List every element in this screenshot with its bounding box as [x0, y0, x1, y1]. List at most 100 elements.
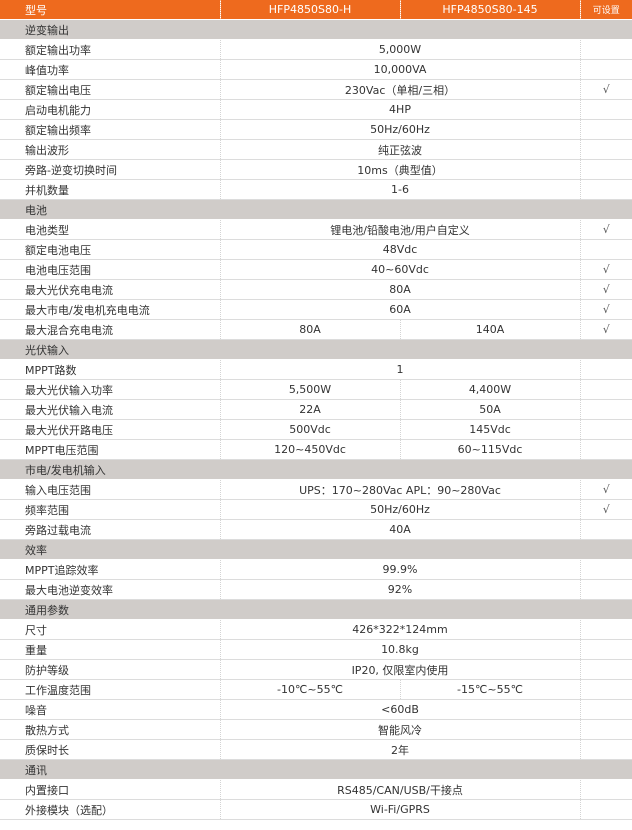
settable-cell: [579, 679, 632, 700]
settable-cell: [579, 179, 632, 200]
section-row: 逆变输出: [0, 19, 632, 40]
settable-cell: [579, 379, 632, 400]
row-label: 最大市电/发电机充电电流: [0, 299, 220, 320]
table-row: 最大光伏开路电压 500Vdc 145Vdc: [0, 419, 632, 440]
table-row: 输出波形 纯正弦波: [0, 139, 632, 160]
row-value: 40~60Vdc: [219, 259, 580, 280]
row-value: 5,000W: [219, 39, 580, 60]
row-value: RS485/CAN/USB/干接点: [219, 779, 580, 800]
table-row: 频率范围 50Hz/60Hz √: [0, 499, 632, 520]
row-value: IP20, 仅限室内使用: [219, 659, 580, 680]
row-label: 旁路过载电流: [0, 519, 220, 540]
row-label: 电池电压范围: [0, 259, 220, 280]
table-row: 尺寸 426*322*124mm: [0, 619, 632, 640]
row-label: 额定电池电压: [0, 239, 220, 260]
row-value: 50Hz/60Hz: [219, 119, 580, 140]
table-row: 最大混合充电电流 80A 140A √: [0, 319, 632, 340]
settable-cell: [579, 159, 632, 180]
table-row: 防护等级 IP20, 仅限室内使用: [0, 659, 632, 680]
table-row: 质保时长 2年: [0, 739, 632, 760]
table-row: 重量 10.8kg: [0, 639, 632, 660]
row-label: MPPT路数: [0, 359, 220, 380]
row-value: UPS：170~280Vac APL：90~280Vac: [219, 479, 580, 500]
settable-check-icon: √: [579, 499, 632, 520]
row-value: 426*322*124mm: [219, 619, 580, 640]
row-value: 1-6: [219, 179, 580, 200]
settable-cell: [579, 659, 632, 680]
row-value: 纯正弦波: [219, 139, 580, 160]
section-row: 效率: [0, 539, 632, 560]
settable-cell: [579, 579, 632, 600]
row-label: 最大电池逆变效率: [0, 579, 220, 600]
row-label: 旁路-逆变切换时间: [0, 159, 220, 180]
row-label: 额定输出电压: [0, 79, 220, 100]
row-value-model-2: 4,400W: [399, 379, 580, 400]
table-row: 外接模块（选配） Wi-Fi/GPRS: [0, 799, 632, 820]
row-value: 230Vac（单相/三相）: [219, 79, 580, 100]
section-title: 通讯: [0, 759, 632, 780]
row-value: 60A: [219, 299, 580, 320]
row-value-model-1: 22A: [219, 399, 400, 420]
section-row: 市电/发电机输入: [0, 459, 632, 480]
section-title: 市电/发电机输入: [0, 459, 632, 480]
row-value-model-1: 5,500W: [219, 379, 400, 400]
table-header: 型号 HFP4850S80-H HFP4850S80-145 可设置: [0, 0, 632, 20]
row-label: 最大光伏开路电压: [0, 419, 220, 440]
row-value: 50Hz/60Hz: [219, 499, 580, 520]
row-value: 锂电池/铅酸电池/用户自定义: [219, 219, 580, 240]
table-row: 启动电机能力 4HP: [0, 99, 632, 120]
settable-check-icon: √: [579, 79, 632, 100]
row-value-model-2: -15℃~55℃: [399, 679, 580, 700]
row-value: 80A: [219, 279, 580, 300]
row-label: 散热方式: [0, 719, 220, 740]
table-row: 最大市电/发电机充电电流 60A √: [0, 299, 632, 320]
settable-cell: [579, 739, 632, 760]
table-row: MPPT路数 1: [0, 359, 632, 380]
row-label: 额定输出频率: [0, 119, 220, 140]
settable-check-icon: √: [579, 259, 632, 280]
row-value: <60dB: [219, 699, 580, 720]
settable-cell: [579, 799, 632, 820]
table-row: 额定电池电压 48Vdc: [0, 239, 632, 260]
settable-cell: [579, 619, 632, 640]
settable-cell: [579, 519, 632, 540]
table-row: MPPT追踪效率 99.9%: [0, 559, 632, 580]
header-model-2: HFP4850S80-145: [399, 0, 580, 20]
table-row: 额定输出功率 5,000W: [0, 39, 632, 60]
row-value: 10.8kg: [219, 639, 580, 660]
row-label: MPPT追踪效率: [0, 559, 220, 580]
row-label: 内置接口: [0, 779, 220, 800]
row-value-model-1: -10℃~55℃: [219, 679, 400, 700]
settable-check-icon: √: [579, 479, 632, 500]
settable-cell: [579, 779, 632, 800]
row-label: 噪音: [0, 699, 220, 720]
row-value-model-2: 50A: [399, 399, 580, 420]
table-row: 最大光伏输入功率 5,500W 4,400W: [0, 379, 632, 400]
row-label: 输入电压范围: [0, 479, 220, 500]
settable-check-icon: √: [579, 219, 632, 240]
section-title: 逆变输出: [0, 19, 632, 40]
row-value-model-1: 80A: [219, 319, 400, 340]
row-value-model-2: 145Vdc: [399, 419, 580, 440]
row-label: 防护等级: [0, 659, 220, 680]
row-label: 重量: [0, 639, 220, 660]
settable-check-icon: √: [579, 279, 632, 300]
row-label: MPPT电压范围: [0, 439, 220, 460]
settable-check-icon: √: [579, 299, 632, 320]
row-value-model-2: 140A: [399, 319, 580, 340]
row-label: 输出波形: [0, 139, 220, 160]
row-value-model-2: 60~115Vdc: [399, 439, 580, 460]
header-model-1: HFP4850S80-H: [219, 0, 400, 20]
row-label: 最大光伏充电电流: [0, 279, 220, 300]
settable-cell: [579, 699, 632, 720]
row-label: 峰值功率: [0, 59, 220, 80]
row-label: 质保时长: [0, 739, 220, 760]
table-row: 散热方式 智能风冷: [0, 719, 632, 740]
row-value: 智能风冷: [219, 719, 580, 740]
table-row: 额定输出频率 50Hz/60Hz: [0, 119, 632, 140]
section-row: 通用参数: [0, 599, 632, 620]
table-row: 工作温度范围 -10℃~55℃ -15℃~55℃: [0, 679, 632, 700]
header-settable: 可设置: [579, 0, 632, 20]
